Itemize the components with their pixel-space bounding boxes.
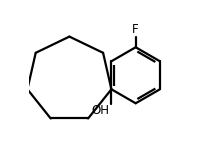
Text: OH: OH — [91, 104, 109, 117]
Text: F: F — [132, 23, 139, 37]
